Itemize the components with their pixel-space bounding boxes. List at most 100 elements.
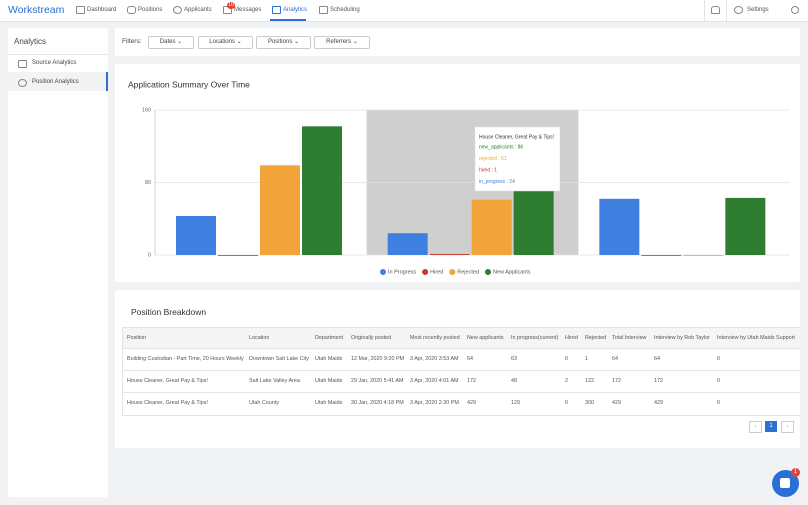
- column-header: Hired: [565, 335, 578, 341]
- cell: Downtown Salt Lake City: [249, 356, 309, 362]
- nav-item[interactable]: Analytics: [283, 7, 308, 13]
- cell: House Cleaner, Great Pay & Tips!: [127, 400, 208, 406]
- legend-label: Hired: [430, 269, 443, 275]
- badge: 10: [227, 2, 235, 9]
- nav-item[interactable]: Messages: [234, 7, 262, 13]
- y-tick-label: 80: [145, 180, 151, 186]
- cell: 429: [612, 400, 621, 406]
- nav-item[interactable]: Applicants: [184, 7, 212, 13]
- icon: [18, 79, 27, 87]
- filter-button[interactable]: Positions ⌄: [256, 36, 311, 49]
- chart-title: Application Summary Over Time: [128, 79, 250, 89]
- cell: 0: [565, 400, 568, 406]
- column-header: Position: [127, 335, 147, 341]
- cell: 48: [511, 378, 517, 384]
- cell: Utah Maids: [315, 378, 343, 384]
- top-nav: [0, 0, 808, 22]
- filter-button[interactable]: Locations ⌄: [198, 36, 253, 49]
- cell: 3 Apr, 2020 4:01 AM: [410, 378, 459, 384]
- table-title: Position Breakdown: [131, 307, 207, 317]
- gear[interactable]: [734, 6, 743, 14]
- header-row: [123, 328, 800, 348]
- cell: Utah Maids: [315, 356, 343, 362]
- icon: [127, 6, 136, 14]
- bar: [683, 255, 724, 256]
- sidebar-item[interactable]: Position Analytics: [32, 79, 79, 85]
- tooltip-box: [474, 126, 561, 192]
- cell: 0: [565, 356, 568, 362]
- cell: 29 Jan, 2020 5:41 AM: [351, 378, 404, 384]
- cell: 429: [654, 400, 663, 406]
- cell: 429: [467, 400, 476, 406]
- cell: Utah Maids: [315, 400, 343, 406]
- legend-swatch: [449, 269, 456, 275]
- cell: 0: [717, 356, 720, 362]
- chat-badge: 1: [791, 468, 800, 477]
- filter-button[interactable]: Referrers ⌄: [314, 36, 370, 49]
- column-header: Rejected: [585, 335, 607, 341]
- cell: 129: [511, 400, 520, 406]
- sidebar-item[interactable]: Source Analytics: [32, 60, 77, 66]
- nav-item[interactable]: Scheduling: [330, 7, 360, 13]
- icon: [272, 6, 281, 14]
- cell: 172: [612, 378, 621, 384]
- row-divider: [123, 348, 800, 349]
- legend-swatch: [485, 269, 491, 275]
- sidebar-title: Analytics: [14, 37, 47, 46]
- cell: 30 Jan, 2020 4:18 PM: [351, 400, 404, 406]
- cell: Salt Lake Valley Area: [249, 378, 300, 384]
- next-page[interactable]: ›: [781, 421, 794, 433]
- cell: 64: [467, 356, 473, 362]
- active-item: [8, 72, 108, 91]
- logo[interactable]: Workstream: [8, 4, 65, 16]
- legend-label: In Progress: [388, 269, 416, 275]
- column-header: Department: [315, 335, 344, 341]
- cell: 64: [612, 356, 618, 362]
- table: Position Location Department Originally pos…: [122, 327, 800, 416]
- icon: [18, 60, 27, 68]
- y-tick-label: 0: [148, 252, 151, 258]
- bar: [387, 233, 428, 255]
- help[interactable]: [791, 6, 799, 14]
- legend-label: Rejected: [457, 269, 479, 275]
- column-header: Interview by Utah Maids Support: [717, 335, 795, 341]
- filter-text: Dates: [159, 39, 176, 45]
- bar: [218, 255, 258, 256]
- prev-page[interactable]: ‹: [749, 421, 762, 433]
- legend-swatch: [422, 269, 429, 275]
- nav-item[interactable]: Positions: [138, 7, 163, 13]
- filter-bar: [115, 28, 800, 56]
- cell: 172: [654, 378, 663, 384]
- column-header: Location: [249, 335, 270, 341]
- column-header: Interview by Rob Taylor: [654, 335, 710, 341]
- divider: [704, 0, 705, 21]
- tooltip-line: new_applicants : 86: [479, 144, 523, 150]
- column-header: In progress(current): [511, 335, 559, 341]
- cell: 3 Apr, 2020 3:53 AM: [410, 356, 459, 362]
- page-number[interactable]: 1: [765, 421, 777, 432]
- settings[interactable]: Settings: [747, 7, 769, 13]
- bell[interactable]: [711, 6, 720, 14]
- divider: [8, 54, 108, 55]
- legend-label: New Applicants: [493, 269, 531, 275]
- filter-button[interactable]: Dates ⌄: [148, 36, 194, 49]
- table-card: Position Breakdown Position Location Depar…: [115, 290, 800, 448]
- nav-item[interactable]: Dashboard: [87, 7, 117, 13]
- cell: 1: [585, 356, 588, 362]
- bar: [260, 165, 300, 255]
- cell: 63: [511, 356, 517, 362]
- cell: Building Custodian - Part Time, 20 Hours…: [127, 356, 244, 362]
- bar: [176, 216, 216, 255]
- icon: [173, 6, 182, 14]
- column-header: Most recently posted: [410, 335, 460, 341]
- cell: 2: [565, 378, 568, 384]
- cell: 64: [654, 356, 660, 362]
- tooltip-title: House Cleaner, Great Pay & Tips!: [479, 134, 554, 140]
- tooltip-line: rejected : 61: [479, 156, 507, 162]
- cell: 300: [585, 400, 594, 406]
- column-header: Originally posted: [351, 335, 392, 341]
- column-header: New applicants: [467, 335, 504, 341]
- bar: [641, 255, 682, 256]
- bar: [599, 198, 640, 255]
